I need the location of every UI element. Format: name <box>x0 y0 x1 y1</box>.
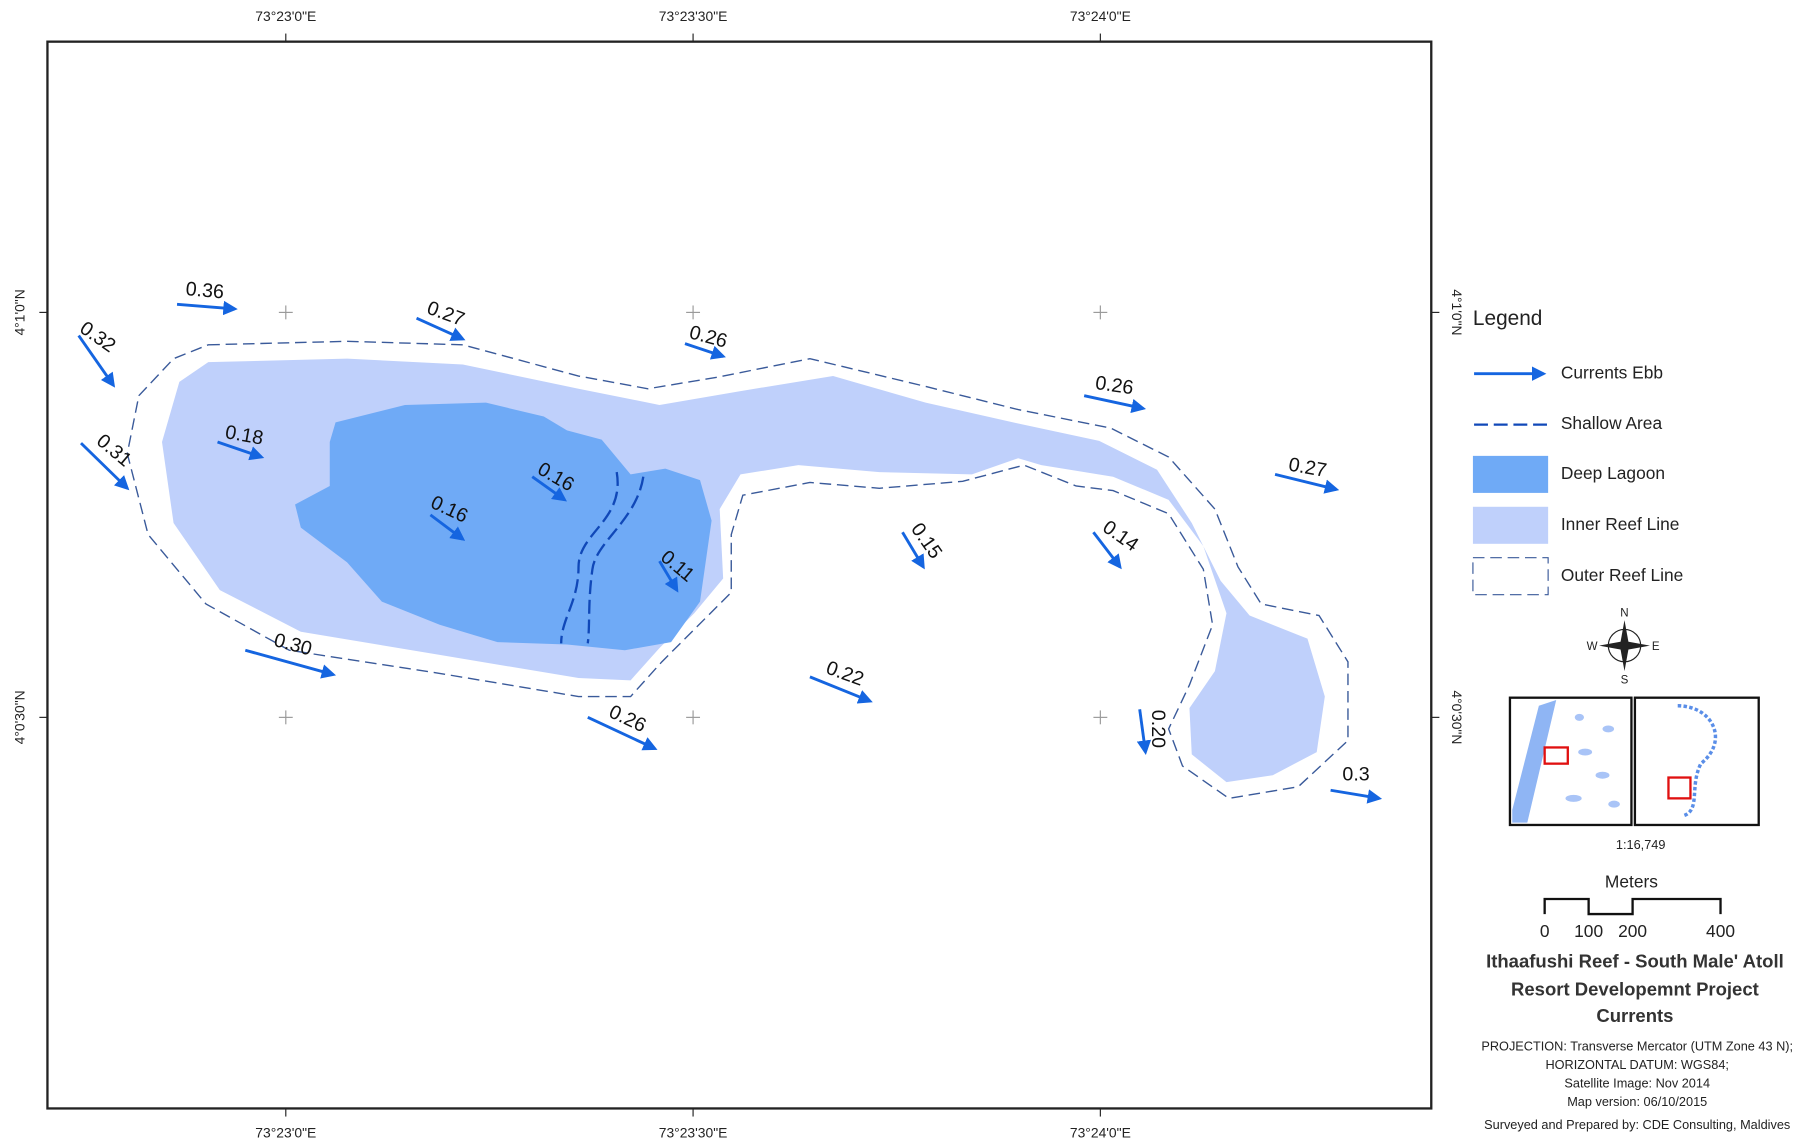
map-note: Map version: 06/10/2015 <box>1567 1094 1707 1109</box>
scale-tick: 200 <box>1618 921 1647 941</box>
inset-maps <box>1510 698 1759 825</box>
scale-tick: 400 <box>1706 921 1735 941</box>
compass-s: S <box>1621 674 1629 686</box>
legend-swatch <box>1473 558 1548 595</box>
compass-n: N <box>1620 607 1628 619</box>
map-title: Resort Developemnt Project <box>1511 978 1759 999</box>
legend-label: Currents Ebb <box>1561 362 1663 382</box>
scale-tick: 100 <box>1574 921 1603 941</box>
graticule-label: 4°1'0"N <box>12 289 28 335</box>
page: Ithaafushi Reef - Currents { "graticule"… <box>0 0 1805 1142</box>
map: 0.360.320.310.270.260.260.270.180.160.16… <box>0 0 1805 1142</box>
map-credit: Surveyed and Prepared by: CDE Consulting… <box>1484 1117 1790 1132</box>
graticule-label: 73°23'0"E <box>255 8 316 24</box>
current-speed: 0.36 <box>185 278 225 303</box>
graticule-label: 73°24'0"E <box>1070 8 1131 24</box>
body: 0.360.320.310.270.260.260.270.180.160.16… <box>0 0 1805 1142</box>
graticule-label: 73°23'30"E <box>659 1125 728 1141</box>
scale-tick: 0 <box>1540 921 1550 941</box>
legend-swatch <box>1473 456 1548 493</box>
legend-title: Legend <box>1473 307 1542 330</box>
map-note: PROJECTION: Transverse Mercator (UTM Zon… <box>1481 1038 1793 1053</box>
map-note: Satellite Image: Nov 2014 <box>1564 1076 1710 1091</box>
map-note: HORIZONTAL DATUM: WGS84; <box>1545 1057 1729 1072</box>
map-title: Currents <box>1596 1005 1673 1026</box>
scale-bar <box>1545 899 1721 914</box>
compass <box>1599 620 1650 671</box>
legend-label: Deep Lagoon <box>1561 463 1665 483</box>
graticule-label: 4°0'30"N <box>12 690 28 744</box>
legend-swatch <box>1473 507 1548 544</box>
compass-e: E <box>1652 641 1660 653</box>
graticule-label: 73°23'0"E <box>255 1125 316 1141</box>
graticule-label: 73°24'0"E <box>1070 1125 1131 1141</box>
current-speed: 0.20 <box>1147 710 1169 748</box>
legend-label: Outer Reef Line <box>1561 565 1683 585</box>
scale-ratio: 1:16,749 <box>1616 837 1666 852</box>
compass-w: W <box>1587 641 1598 653</box>
map-title: Ithaafushi Reef - South Male' Atoll <box>1486 951 1784 972</box>
current-speed: 0.3 <box>1342 763 1369 785</box>
graticule-label: 73°23'30"E <box>659 8 728 24</box>
legend-label: Inner Reef Line <box>1561 514 1680 534</box>
legend-label: Shallow Area <box>1561 413 1663 433</box>
scale-unit: Meters <box>1605 871 1658 891</box>
graticule-label: 4°1'0"N <box>1449 289 1465 335</box>
graticule-label: 4°0'30"N <box>1449 690 1465 744</box>
